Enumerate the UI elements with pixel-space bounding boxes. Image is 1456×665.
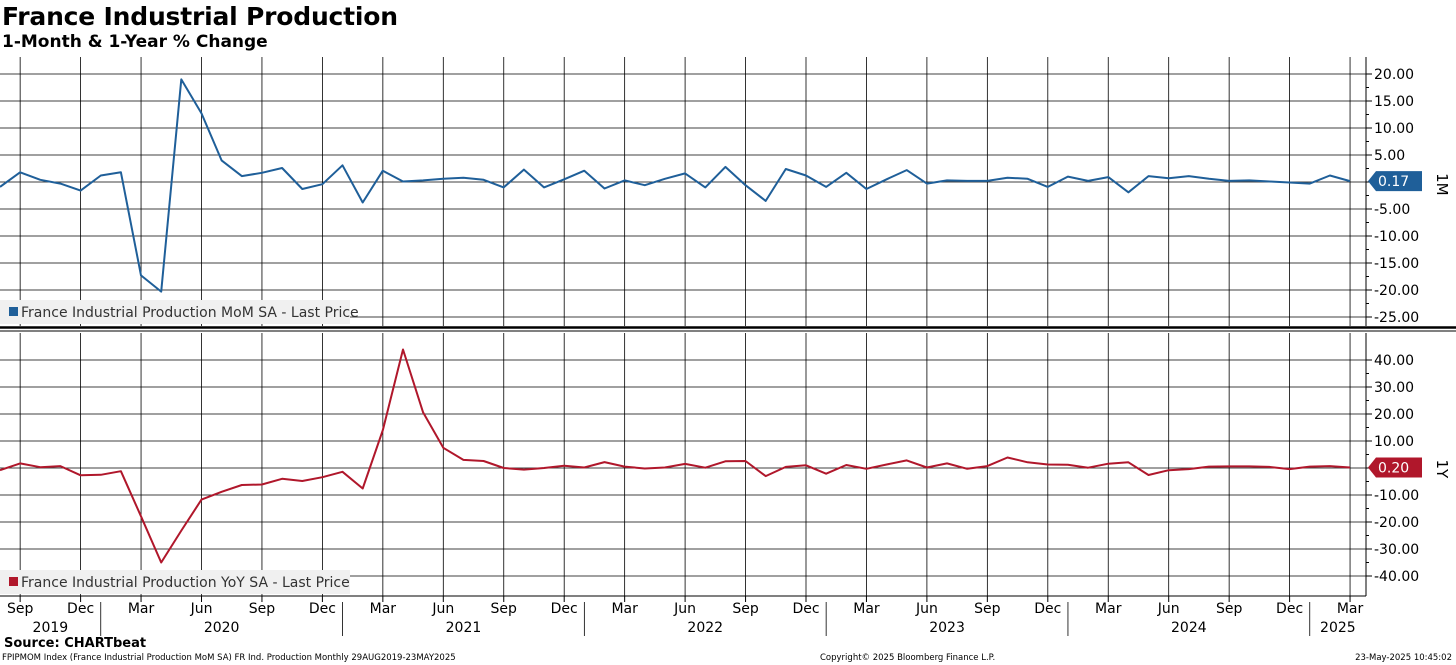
- last-value-tag-label: 0.20: [1378, 460, 1409, 476]
- footer-timestamp: 23-May-2025 10:45:02: [1355, 653, 1452, 663]
- chart-title: France Industrial Production: [2, 2, 398, 31]
- year-label: 2023: [929, 620, 965, 636]
- y-tick-label: 10.00: [1374, 434, 1414, 450]
- x-tick-label: Jun: [431, 601, 454, 617]
- x-tick-label: Mar: [1337, 601, 1364, 617]
- y-tick-label: -30.00: [1374, 542, 1419, 558]
- legend-label: France Industrial Production YoY SA - La…: [21, 575, 350, 591]
- last-value-tag-label: 0.17: [1378, 174, 1409, 190]
- legend-box: [0, 570, 350, 594]
- year-label: 2022: [687, 620, 723, 636]
- y-tick-label: -20.00: [1374, 515, 1419, 531]
- y-tick-label: 30.00: [1374, 380, 1414, 396]
- x-tick-label: Mar: [1095, 601, 1122, 617]
- x-tick-label: Sep: [249, 601, 276, 617]
- series-line-1Y: [0, 348, 1351, 564]
- legend-box: [0, 300, 350, 324]
- source-label: Source: CHARTbeat: [4, 636, 147, 651]
- last-value-tag-bg: [1368, 457, 1422, 478]
- y-tick-label: 20.00: [1374, 67, 1414, 83]
- legend-swatch: [9, 307, 18, 316]
- footer-ticker-info: FPIPMOM Index (France Industrial Product…: [2, 653, 456, 663]
- y-tick-label: -10.00: [1374, 488, 1419, 504]
- panel-label: 1Y: [1433, 459, 1451, 479]
- x-tick-label: Dec: [792, 601, 819, 617]
- x-tick-label: Jun: [915, 601, 938, 617]
- x-tick-label: Mar: [611, 601, 638, 617]
- year-label: 2024: [1171, 620, 1207, 636]
- panel-label: 1M: [1433, 173, 1451, 196]
- legend-swatch: [9, 577, 18, 586]
- x-tick-label: Jun: [1157, 601, 1180, 617]
- chart-subtitle: 1-Month & 1-Year % Change: [2, 32, 268, 52]
- x-tick-label: Dec: [1034, 601, 1061, 617]
- y-tick-label: 40.00: [1374, 353, 1414, 369]
- last-value-tag-bg: [1368, 171, 1422, 192]
- chart-panel-1Y: 40.00 30.00 20.00 10.00 -10.00 -20.00 -30.00 -4…: [0, 333, 1451, 596]
- y-tick-label: 5.00: [1374, 148, 1405, 164]
- x-tick-label: Dec: [67, 601, 94, 617]
- x-tick-label: Mar: [853, 601, 880, 617]
- legend-label: France Industrial Production MoM SA - La…: [21, 305, 359, 321]
- year-label: 2021: [446, 620, 482, 636]
- year-label: 2019: [33, 620, 69, 636]
- last-value-tag: 0.20: [1368, 457, 1422, 478]
- chart-panel-1M: 20.00 15.00 10.00 5.00 -5.00 -10.00 -15.00 -20.…: [0, 57, 1451, 326]
- last-value-tag: 0.17: [1368, 171, 1422, 192]
- x-tick-label: Sep: [7, 601, 34, 617]
- x-tick-label: Mar: [370, 601, 397, 617]
- y-tick-label: -10.00: [1374, 229, 1419, 245]
- y-tick-label: 10.00: [1374, 121, 1414, 137]
- y-tick-label: 20.00: [1374, 407, 1414, 423]
- y-tick-label: -15.00: [1374, 256, 1419, 272]
- x-tick-label: Dec: [1276, 601, 1303, 617]
- x-tick-label: Sep: [491, 601, 518, 617]
- x-tick-label: Dec: [309, 601, 336, 617]
- year-label: 2025: [1320, 620, 1356, 636]
- y-tick-label: -20.00: [1374, 283, 1419, 299]
- x-tick-label: Dec: [551, 601, 578, 617]
- x-tick-label: Mar: [128, 601, 155, 617]
- y-tick-label: 15.00: [1374, 94, 1414, 110]
- y-tick-label: -5.00: [1374, 202, 1410, 218]
- y-tick-label: -40.00: [1374, 569, 1419, 585]
- y-tick-label: -25.00: [1374, 310, 1419, 326]
- series-line-1M: [0, 78, 1351, 293]
- x-tick-label: Jun: [673, 601, 696, 617]
- footer-copyright: Copyright© 2025 Bloomberg Finance L.P.: [820, 653, 996, 663]
- x-tick-label: Sep: [974, 601, 1001, 617]
- year-label: 2020: [204, 620, 240, 636]
- x-tick-label: Sep: [1216, 601, 1243, 617]
- x-tick-label: Sep: [732, 601, 759, 617]
- x-tick-label: Jun: [190, 601, 213, 617]
